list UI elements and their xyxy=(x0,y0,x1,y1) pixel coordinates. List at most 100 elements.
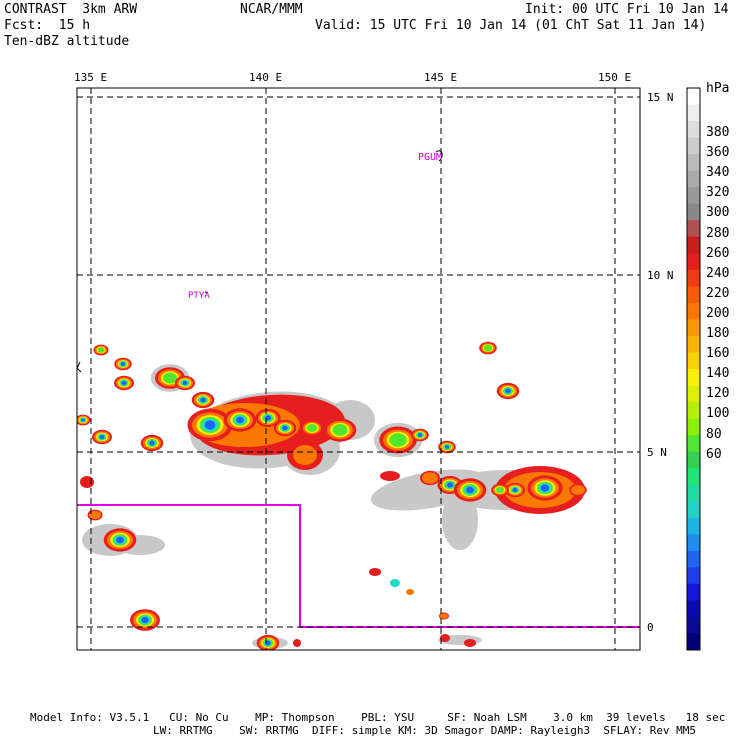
station-label-guam: PGUM xyxy=(418,152,443,163)
colorbar-swatch xyxy=(687,633,700,651)
colorbar-label: 200 xyxy=(706,305,730,321)
echo-blob xyxy=(89,510,101,520)
echo-blob xyxy=(369,568,381,576)
colorbar-swatch xyxy=(687,187,700,205)
footer-model-info: Model Info: V3.5.1 CU: No Cu MP: Thompso… xyxy=(30,711,726,724)
colorbar-label: 380 xyxy=(706,125,730,140)
echo-blob xyxy=(116,536,124,544)
echo-blob xyxy=(483,344,493,352)
colorbar-swatch xyxy=(687,616,700,634)
colorbar-unit: hPa xyxy=(706,81,730,96)
echo-blob xyxy=(80,476,94,488)
organization: NCAR/MMM xyxy=(240,2,303,17)
colorbar-label: 140 xyxy=(706,366,730,382)
colorbar-swatch xyxy=(687,302,700,320)
colorbar-label: 120 xyxy=(706,386,730,402)
colorbar-swatch xyxy=(687,501,700,519)
colorbar-label: 320 xyxy=(706,185,730,201)
colorbar-swatch xyxy=(687,600,700,618)
echo-blob xyxy=(99,434,105,440)
colorbar-swatch xyxy=(687,236,700,254)
station-label-palau: PTYA xyxy=(188,291,210,301)
echo-blob xyxy=(422,472,438,484)
coastlines xyxy=(76,96,469,373)
echo-blob xyxy=(380,471,400,481)
colorbar-swatch xyxy=(687,170,700,188)
colorbar-frame xyxy=(686,87,701,651)
echo-blob xyxy=(447,482,453,488)
colorbar xyxy=(687,88,700,651)
colorbar-label: 360 xyxy=(706,145,730,161)
colorbar-label: 180 xyxy=(706,326,730,341)
echo-blob xyxy=(332,424,348,436)
colorbar-label: 80 xyxy=(706,426,722,442)
lat-label: 15 N xyxy=(647,91,674,104)
colorbar-swatch xyxy=(687,567,700,585)
model-name: CONTRAST 3km ARW xyxy=(4,2,138,17)
plot-frame xyxy=(76,87,641,651)
footer-physics-info: LW: RRTMG SW: RRTMG DIFF: simple KM: 3D … xyxy=(153,724,697,737)
echo-blob xyxy=(121,380,127,386)
colorbar-swatch xyxy=(687,517,700,535)
echo-blob xyxy=(282,425,288,431)
echo-blob xyxy=(163,372,177,384)
colorbar-swatch xyxy=(687,451,700,469)
forecast-hour: Fcst: 15 h xyxy=(4,18,91,33)
echo-blob xyxy=(512,487,518,493)
echo-blob xyxy=(440,634,450,642)
echo-blob xyxy=(120,362,126,366)
colorbar-swatch xyxy=(687,319,700,337)
colorbar-swatch xyxy=(687,137,700,155)
colorbar-label: 260 xyxy=(706,245,730,261)
init-time: Init: 00 UTC Fri 10 Jan 14 xyxy=(525,2,729,17)
colorbar-swatch xyxy=(687,220,700,238)
echo-cells xyxy=(77,341,587,650)
colorbar-swatch xyxy=(687,269,700,287)
colorbar-swatch xyxy=(687,154,700,172)
field-name: Ten-dBZ altitude xyxy=(4,34,130,49)
colorbar-swatch xyxy=(687,203,700,221)
echo-blob xyxy=(444,445,450,449)
echo-blob xyxy=(406,589,414,595)
echo-blob xyxy=(466,486,474,494)
domain-boundary xyxy=(77,504,640,628)
echo-blob xyxy=(293,639,301,647)
colorbar-swatch xyxy=(687,104,700,122)
echo-blob xyxy=(440,613,448,619)
colorbar-swatch xyxy=(687,435,700,453)
echo-blob xyxy=(390,579,400,587)
colorbar-swatch xyxy=(687,385,700,403)
lat-label: 5 N xyxy=(647,446,667,459)
colorbar-swatch xyxy=(687,550,700,568)
echo-blob xyxy=(464,639,476,647)
colorbar-label: 240 xyxy=(706,265,730,281)
colorbar-label: 100 xyxy=(706,406,730,422)
lon-label: 135 E xyxy=(74,71,108,84)
colorbar-swatch xyxy=(687,468,700,486)
colorbar-swatch xyxy=(687,286,700,304)
echo-blob xyxy=(149,440,155,446)
echo-blob xyxy=(417,433,423,437)
echo-blob xyxy=(306,423,318,433)
colorbar-label: 300 xyxy=(706,205,730,221)
echo-blob xyxy=(265,640,271,646)
valid-time: Valid: 15 UTC Fri 10 Jan 14 (01 ChT Sat … xyxy=(315,18,707,33)
echo-blob xyxy=(571,485,585,495)
echo-blob xyxy=(540,484,550,492)
echo-blob xyxy=(141,616,149,624)
colorbar-swatch xyxy=(687,534,700,552)
colorbar-swatch xyxy=(687,335,700,353)
echo-blob xyxy=(389,433,407,447)
colorbar-swatch xyxy=(687,583,700,601)
echo-blob xyxy=(97,347,105,353)
colorbar-label: 220 xyxy=(706,285,730,301)
echo-blob xyxy=(81,418,85,422)
lon-label: 150 E xyxy=(598,71,632,84)
colorbar-swatch xyxy=(687,402,700,420)
lat-label: 10 N xyxy=(647,269,674,282)
colorbar-swatch xyxy=(687,484,700,502)
echo-blob xyxy=(182,380,188,386)
colorbar-swatch xyxy=(687,88,700,106)
colorbar-swatch xyxy=(687,253,700,271)
